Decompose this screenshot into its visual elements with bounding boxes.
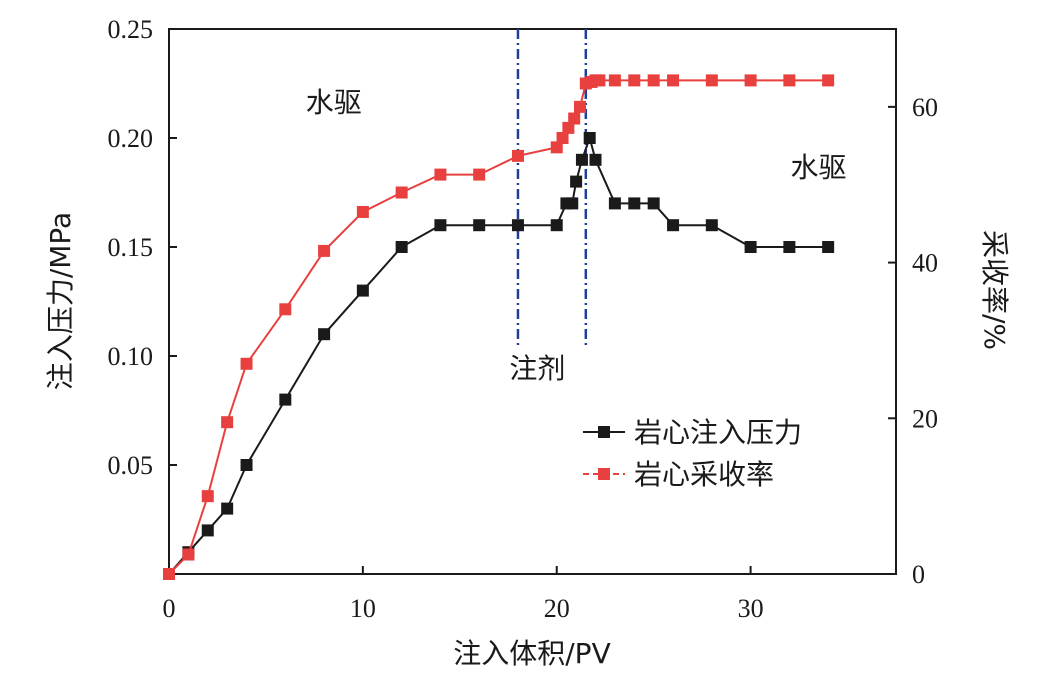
left-y-axis-title: 注入压力/MPa <box>44 212 77 390</box>
data-point <box>783 241 796 253</box>
legend-item-pressure: 岩心注入压力 <box>583 416 802 449</box>
data-point <box>562 121 575 134</box>
series-layer <box>163 74 835 580</box>
data-point <box>705 219 718 232</box>
data-point <box>667 219 680 232</box>
data-point <box>434 219 447 232</box>
data-point <box>575 153 588 166</box>
data-point <box>583 132 596 144</box>
legend-label-pressure: 岩心注入压力 <box>634 416 802 449</box>
data-point <box>556 132 569 144</box>
right-y-tick-label: 0 <box>912 560 925 589</box>
data-point <box>647 197 660 210</box>
legend-marker-recovery <box>598 468 610 480</box>
data-point <box>822 241 835 253</box>
phase-label: 水驱 <box>306 86 362 119</box>
data-point <box>783 74 796 87</box>
data-point <box>647 74 660 87</box>
left-y-axis-ticks: 0.05 0.10 0.15 0.20 0.25 <box>108 15 177 480</box>
left-y-tick-label: 0.15 <box>108 233 154 262</box>
x-axis-title: 注入体积/PV <box>453 637 610 670</box>
data-point <box>628 74 641 87</box>
data-point <box>511 149 524 162</box>
data-point <box>163 568 175 580</box>
series-line <box>168 79 829 575</box>
data-point <box>566 197 579 210</box>
x-tick-label: 30 <box>738 594 764 623</box>
data-point <box>395 186 408 199</box>
phase-label: 注剂 <box>509 352 565 385</box>
data-point <box>705 74 718 87</box>
legend-item-recovery: 岩心采收率 <box>583 458 774 491</box>
data-point <box>511 219 524 232</box>
data-point <box>395 241 408 253</box>
data-point <box>822 74 835 87</box>
data-point <box>240 357 253 370</box>
legend-label-recovery: 岩心采收率 <box>634 458 774 491</box>
right-y-tick-label: 60 <box>912 93 938 122</box>
data-point <box>356 284 369 297</box>
data-point <box>608 74 621 87</box>
vertical-marker-lines <box>516 29 588 348</box>
plot-frame-group <box>168 28 897 575</box>
data-point <box>570 175 583 188</box>
left-y-tick-label: 0.20 <box>108 124 154 153</box>
right-y-axis-title: 采收率/% <box>978 230 1011 350</box>
data-point <box>201 490 214 503</box>
series-pressure <box>163 132 835 580</box>
x-tick-label: 0 <box>163 594 176 623</box>
x-tick-label: 10 <box>350 594 376 623</box>
legend: 岩心注入压力 岩心采收率 <box>583 416 802 491</box>
phase-label: 水驱 <box>790 151 846 184</box>
data-point <box>221 416 234 429</box>
right-y-axis-ticks: 0 20 40 60 <box>888 93 938 589</box>
left-y-tick-label: 0.10 <box>108 342 154 371</box>
x-axis-ticks: 0 10 20 30 <box>163 566 764 623</box>
data-point <box>356 205 369 218</box>
data-point <box>550 219 563 232</box>
data-point <box>182 548 195 561</box>
data-point <box>279 393 292 406</box>
data-point <box>201 524 214 537</box>
data-point <box>473 168 486 181</box>
legend-marker-pressure <box>598 426 610 438</box>
data-point <box>221 502 234 515</box>
data-point <box>593 74 606 87</box>
data-point <box>550 141 563 154</box>
data-point <box>240 459 253 471</box>
data-point <box>628 197 641 210</box>
data-point <box>473 219 486 232</box>
x-tick-label: 20 <box>544 594 570 623</box>
right-y-tick-label: 20 <box>912 404 938 433</box>
data-point <box>279 303 292 316</box>
data-point <box>608 197 621 210</box>
data-point <box>318 328 331 341</box>
left-y-tick-label: 0.05 <box>108 451 154 480</box>
data-point <box>568 112 581 125</box>
plot-frame <box>168 28 897 575</box>
data-point <box>744 241 757 253</box>
left-y-tick-label: 0.25 <box>108 15 154 44</box>
data-point <box>434 168 447 181</box>
data-point <box>573 100 586 113</box>
data-point <box>318 244 331 257</box>
right-y-tick-label: 40 <box>912 249 938 278</box>
data-point <box>589 153 602 166</box>
data-point <box>667 74 680 87</box>
data-point <box>744 74 757 87</box>
series-line <box>168 137 829 575</box>
series-recovery <box>163 74 835 580</box>
